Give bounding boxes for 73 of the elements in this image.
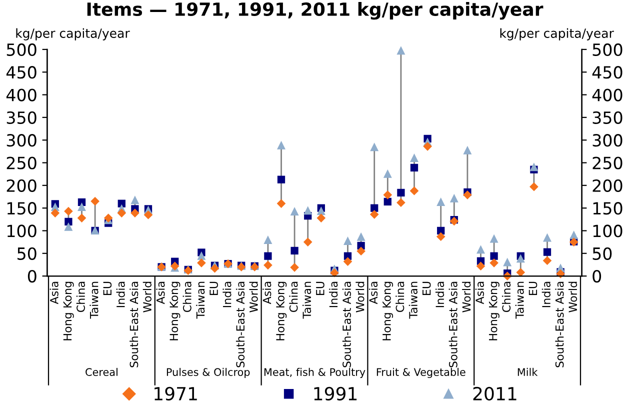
legend-label: 1991 (314, 386, 357, 400)
x-tick-label: Asia (50, 282, 58, 304)
x-tick-label: EU (103, 282, 112, 295)
y2-tick-label: 150 (593, 202, 622, 215)
x-tick-label: India (435, 282, 444, 308)
x-tick-label: South-East Asia (555, 282, 564, 368)
x-tick-label: China (502, 282, 511, 312)
x-tick-label: Asia (262, 282, 272, 304)
x-tick-label: World (462, 282, 471, 312)
x-tick-label: South-East Asia (130, 282, 138, 368)
y-tick-label: 200 (6, 179, 36, 192)
x-tick-label: World (356, 282, 364, 312)
x-tick-label: Taiwan (90, 282, 98, 319)
x-tick-label: Asia (156, 282, 165, 304)
x-tick-label: World (142, 282, 152, 312)
text: Pulses & Oilcrop (166, 368, 250, 378)
x-tick-label: Hong Kong (63, 282, 74, 340)
x-tick-label: China (76, 282, 85, 312)
y-axis-title: kg/per capita/year (16, 28, 130, 40)
x-tick-label: Taiwan (302, 282, 312, 319)
y2-tick-label: 300 (592, 134, 622, 147)
x-tick-label: EU (210, 282, 218, 295)
x-tick-label: World (568, 282, 578, 312)
y2-tick-label: 400 (592, 88, 622, 102)
x-tick-label: Hong Kong (276, 282, 287, 340)
x-tick-label: Taiwan (196, 282, 205, 319)
x-tick-label: EU (422, 282, 431, 295)
y2-tick-label: 200 (592, 179, 622, 192)
y2-tick-label: 100 (593, 224, 622, 238)
x-tick-label: India (542, 282, 550, 308)
x-tick-label: Hong Kong (489, 282, 500, 340)
x-tick-label: Taiwan (515, 282, 524, 319)
y2-tick-label: 50 (592, 247, 612, 260)
y2-tick-label: 500 (592, 43, 622, 56)
legend-label: 1971 (154, 386, 197, 400)
x-tick-label: EU (528, 282, 538, 295)
x-tick-label: Asia (475, 282, 484, 304)
x-tick-label: EU (316, 282, 324, 295)
x-tick-label: China (182, 282, 192, 312)
y-tick-label: 250 (6, 156, 36, 170)
y-tick-label: 450 (6, 66, 36, 79)
y-tick-label: 100 (7, 224, 36, 238)
y2-tick-label: 450 (592, 66, 622, 79)
y2-axis-title: kg/per capita/year (500, 28, 614, 40)
x-tick-label: China (289, 282, 298, 312)
y-tick-label: 50 (18, 247, 36, 260)
x-tick-label: South-East Asia (236, 282, 245, 368)
text: Fruit & Vegetable (376, 368, 466, 378)
y2-tick-label: 350 (592, 111, 622, 124)
y-tick-label: 350 (6, 111, 36, 124)
text: Meat, fish & Poultry (264, 368, 366, 378)
x-tick-label: Hong Kong (382, 282, 394, 340)
y2-tick-label: 250 (592, 156, 622, 170)
x-tick-label: India (222, 282, 232, 308)
x-tick-label: World (249, 282, 258, 312)
text: Cereal (86, 368, 118, 376)
x-tick-label: South-East Asia (342, 282, 351, 368)
y-tick-label: 300 (6, 134, 36, 147)
y-tick-label: 150 (7, 202, 36, 215)
x-tick-label: India (329, 282, 338, 308)
x-tick-label: South-East Asia (448, 282, 458, 368)
text: Milk (518, 368, 538, 376)
legend-label: 2011 (473, 386, 516, 400)
y2-tick-label: 0 (592, 270, 602, 283)
chart-title: Items — 1971, 1991, 2011 kg/per capita/year (87, 2, 544, 20)
x-tick-label: Asia (368, 282, 378, 304)
y-tick-label: 400 (6, 88, 36, 102)
y-tick-label: 0 (28, 270, 36, 283)
x-tick-label: Hong Kong (170, 282, 180, 340)
x-tick-label: China (396, 282, 404, 312)
x-tick-label: India (116, 282, 125, 308)
y-tick-label: 500 (6, 43, 36, 56)
x-tick-label: Taiwan (408, 282, 418, 319)
